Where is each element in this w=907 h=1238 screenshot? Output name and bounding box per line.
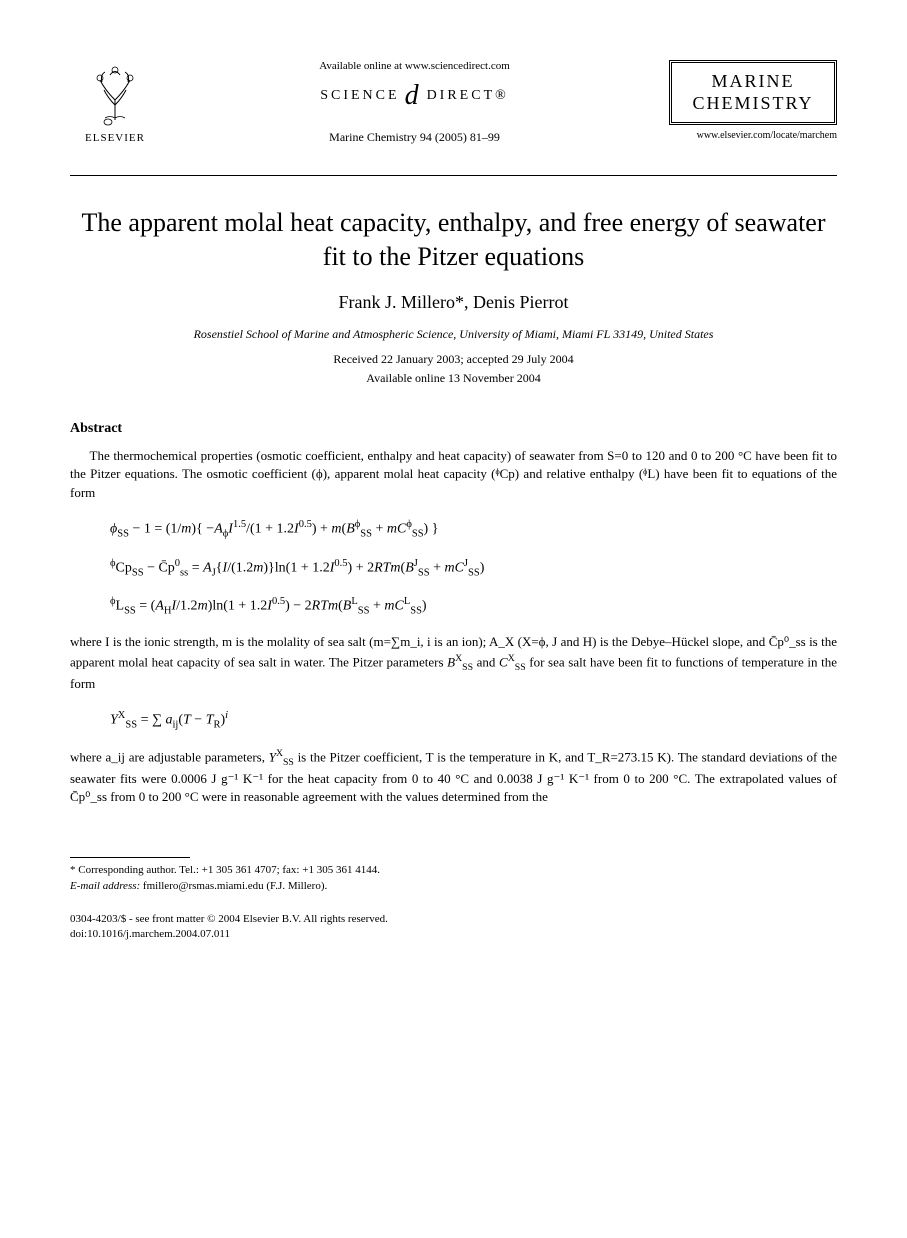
- center-header: Available online at www.sciencedirect.co…: [160, 60, 669, 145]
- copyright-line: 0304-4203/$ - see front matter © 2004 El…: [70, 912, 837, 927]
- sciencedirect-logo: SCIENCE d DIRECT®: [180, 80, 649, 112]
- sd-left: SCIENCE: [320, 88, 399, 104]
- sd-right: DIRECT®: [427, 88, 509, 104]
- available-online-text: Available online at www.sciencedirect.co…: [180, 60, 649, 72]
- footnote-block: * Corresponding author. Tel.: +1 305 361…: [70, 863, 837, 894]
- abstract-p3: where a_ij are adjustable parameters, YX…: [70, 747, 837, 808]
- sd-at-icon: d: [405, 80, 422, 112]
- corresponding-author: * Corresponding author. Tel.: +1 305 361…: [70, 863, 837, 878]
- email-address: fmillero@rsmas.miami.edu (F.J. Millero).: [143, 880, 327, 892]
- elsevier-logo: ELSEVIER: [70, 60, 160, 144]
- journal-url: www.elsevier.com/locate/marchem: [669, 130, 837, 141]
- email-label: E-mail address:: [70, 880, 140, 892]
- abstract-p1: The thermochemical properties (osmotic c…: [70, 447, 837, 504]
- header-row: ELSEVIER Available online at www.science…: [70, 60, 837, 145]
- elsevier-tree-icon: [80, 60, 150, 130]
- journal-reference: Marine Chemistry 94 (2005) 81–99: [180, 130, 649, 145]
- dates-received: Received 22 January 2003; accepted 29 Ju…: [70, 352, 837, 367]
- copyright-block: 0304-4203/$ - see front matter © 2004 El…: [70, 912, 837, 943]
- equation-2: ϕCpSS − C̄p0ss = AJ{I/(1.2m)}ln(1 + 1.2I…: [110, 556, 837, 581]
- abstract-p3a: where a_ij are adjustable parameters,: [70, 749, 269, 764]
- affiliation: Rosenstiel School of Marine and Atmosphe…: [70, 327, 837, 342]
- journal-box: MARINE CHEMISTRY: [669, 60, 837, 125]
- dates-online: Available online 13 November 2004: [70, 371, 837, 386]
- abstract-body: The thermochemical properties (osmotic c…: [70, 447, 837, 808]
- equation-3: ϕLSS = (AHI/1.2m)ln(1 + 1.2I0.5) − 2RTm(…: [110, 594, 837, 619]
- equation-4: YXSS = ∑ aij(T − TR)i: [110, 708, 837, 733]
- doi-line: doi:10.1016/j.marchem.2004.07.011: [70, 927, 837, 942]
- authors: Frank J. Millero*, Denis Pierrot: [70, 292, 837, 313]
- header-divider: [70, 175, 837, 176]
- journal-name-line1: MARINE: [678, 71, 828, 93]
- abstract-p2: where I is the ionic strength, m is the …: [70, 633, 837, 694]
- elsevier-text: ELSEVIER: [85, 132, 145, 144]
- abstract-heading: Abstract: [70, 421, 837, 437]
- email-line: E-mail address: fmillero@rsmas.miami.edu…: [70, 879, 837, 894]
- equation-1: ϕSS − 1 = (1/m){ −AϕI1.5/(1 + 1.2I0.5) +…: [110, 517, 837, 542]
- journal-box-wrap: MARINE CHEMISTRY www.elsevier.com/locate…: [669, 60, 837, 141]
- journal-name-line2: CHEMISTRY: [678, 93, 828, 115]
- article-title: The apparent molal heat capacity, enthal…: [70, 206, 837, 274]
- footnote-rule: [70, 857, 190, 858]
